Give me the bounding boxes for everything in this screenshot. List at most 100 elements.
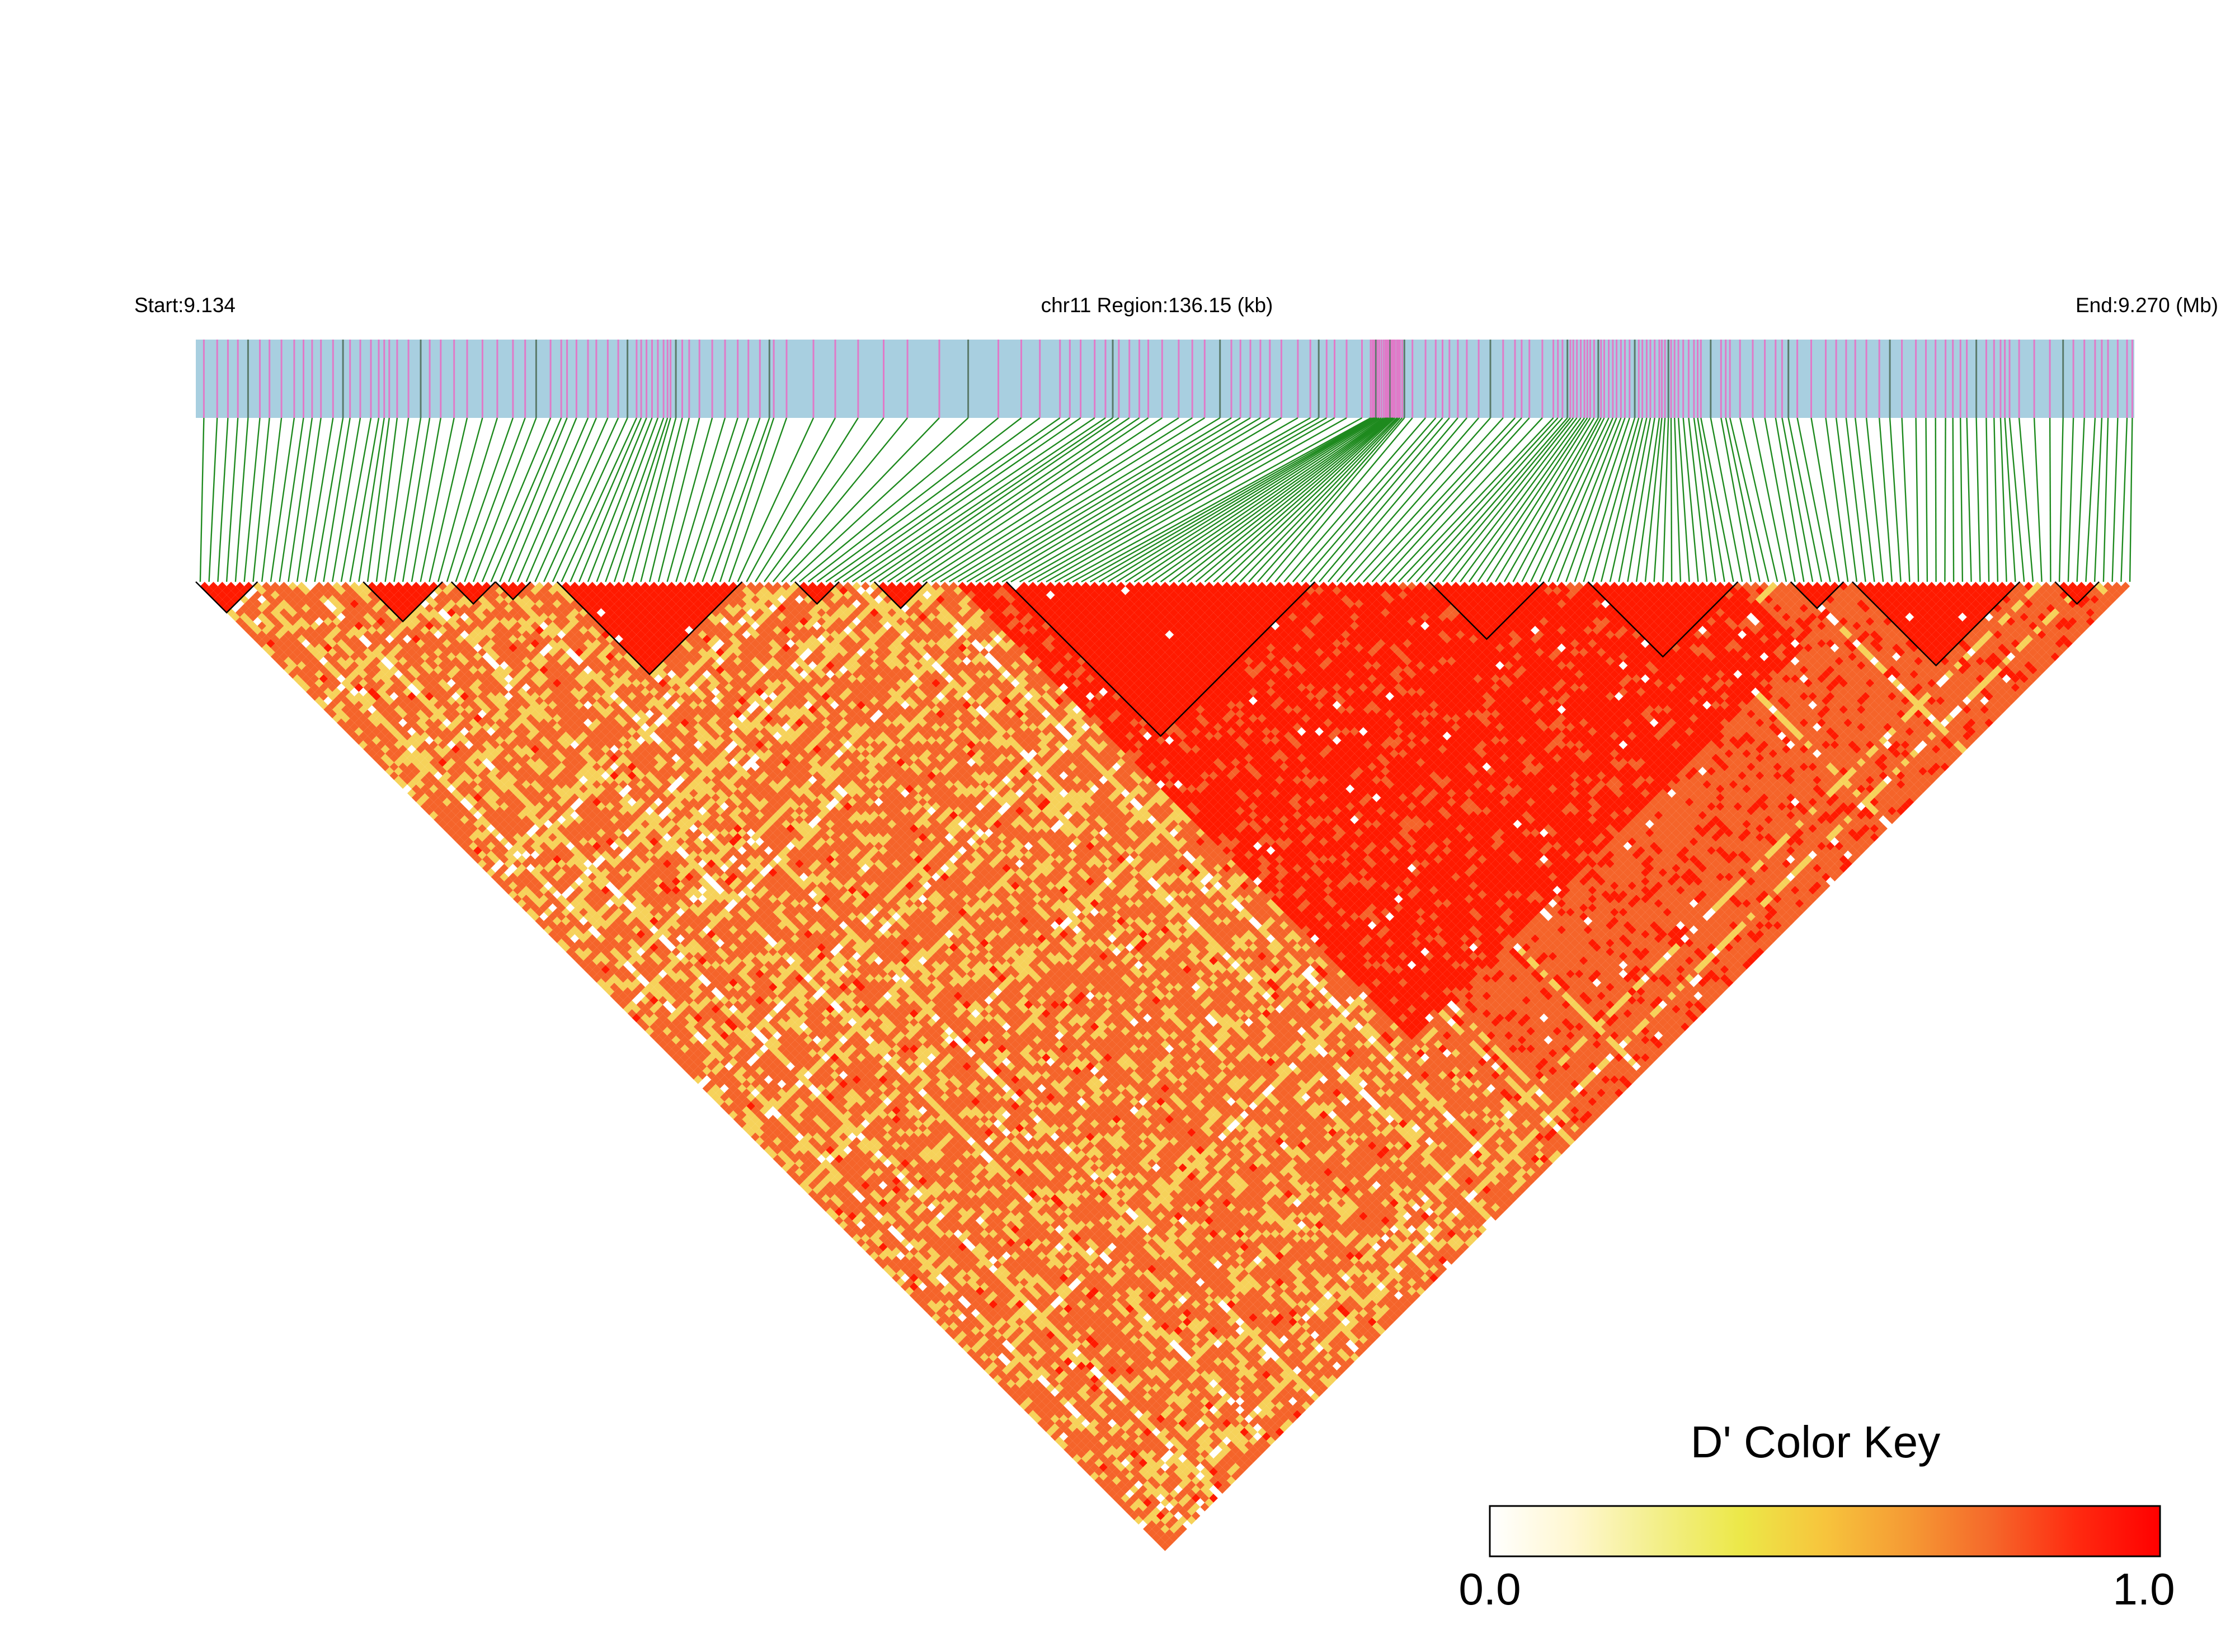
ld-pair-cell xyxy=(403,749,412,758)
ld-pair-cell xyxy=(984,1348,994,1357)
ld-pair-cell xyxy=(575,912,584,921)
gene-track-band xyxy=(196,340,2134,418)
ld-pair-cell xyxy=(636,1009,646,1018)
ld-pair-cell xyxy=(561,899,571,908)
ld-pair-cell xyxy=(262,625,271,635)
ld-pair-cell xyxy=(372,718,381,727)
snp-connector-line xyxy=(1257,417,1403,582)
ld-pair-cell xyxy=(288,652,298,661)
ld-pair-cell xyxy=(989,1361,998,1371)
ld-pair-cell xyxy=(733,1106,742,1115)
ld-pair-cell xyxy=(680,1044,689,1053)
ld-pair-cell xyxy=(257,639,266,648)
ld-pair-cell xyxy=(698,1062,707,1071)
ld-pair-cell xyxy=(605,952,615,961)
ld-pair-cell xyxy=(614,961,623,969)
ld-pair-cell xyxy=(993,1366,1003,1375)
ld-pair-cell xyxy=(376,758,385,767)
ld-pair-cell xyxy=(372,709,381,719)
ld-pair-cell xyxy=(1006,1388,1015,1397)
ld-pair-cell xyxy=(821,1185,830,1194)
snp-connector-line xyxy=(1028,417,1319,583)
ld-pair-cell xyxy=(570,952,580,961)
ld-pair-cell xyxy=(293,665,302,675)
snp-connector-line xyxy=(1310,417,1450,582)
ld-pair-cell xyxy=(989,1344,998,1353)
ld-pair-cell xyxy=(803,1150,813,1159)
snp-connector-line xyxy=(1363,417,1516,582)
snp-connector-line xyxy=(1674,417,1682,582)
ld-pair-cell xyxy=(803,1176,813,1185)
ld-pair-cell xyxy=(385,758,394,767)
snp-connector-line xyxy=(279,417,304,582)
ld-pair-cell xyxy=(262,617,271,626)
ld-pair-cell xyxy=(760,1141,769,1150)
ld-pair-cell xyxy=(878,1234,888,1243)
snp-connector-line xyxy=(1222,417,1396,582)
ld-pair-cell xyxy=(262,599,271,609)
ld-pair-cell xyxy=(619,973,628,983)
ld-pair-cell xyxy=(1090,1471,1099,1481)
ld-pair-cell xyxy=(275,621,284,630)
ld-pair-cell xyxy=(464,802,474,811)
ld-pair-cell xyxy=(773,1146,782,1155)
snp-connector-line xyxy=(2129,417,2133,582)
ld-pair-cell xyxy=(1042,1396,1051,1406)
ld-pair-cell xyxy=(1085,1441,1095,1450)
ld-pair-cell xyxy=(760,1114,769,1124)
ld-pair-cell xyxy=(786,1159,795,1168)
snp-connector-line xyxy=(1565,417,1626,582)
ld-pair-cell xyxy=(337,718,346,727)
ld-pair-cell xyxy=(931,1295,940,1305)
ld-pair-cell xyxy=(962,1317,971,1326)
ld-pair-cell xyxy=(257,621,266,630)
snp-connector-line xyxy=(1063,417,1363,583)
ld-pair-cell xyxy=(658,996,667,1005)
ld-pair-cell xyxy=(310,656,319,666)
ld-pair-cell xyxy=(909,1291,919,1300)
ld-pair-cell xyxy=(1147,1529,1156,1538)
ld-pair-cell xyxy=(662,1036,672,1044)
ld-pair-cell xyxy=(693,1040,703,1049)
ld-pair-cell xyxy=(671,1009,681,1018)
ld-pair-cell xyxy=(557,895,566,903)
ld-pair-cell xyxy=(610,965,619,974)
ld-pair-cell xyxy=(623,987,632,996)
ld-pair-cell xyxy=(509,846,517,855)
ld-pair-cell xyxy=(323,670,333,679)
ld-pair-cell xyxy=(975,1330,985,1340)
ld-pair-cell xyxy=(654,1009,663,1018)
ld-pair-cell xyxy=(557,912,566,921)
ld-pair-cell xyxy=(967,1322,976,1331)
ld-pair-cell xyxy=(1125,1507,1135,1516)
ld-pair-cell xyxy=(305,643,315,652)
ld-pair-cell xyxy=(376,740,385,750)
ld-pair-cell xyxy=(1099,1445,1108,1455)
ld-pair-cell xyxy=(1072,1436,1081,1446)
ld-pair-cell xyxy=(887,1260,897,1269)
ld-pair-cell xyxy=(857,1238,865,1248)
ld-pair-cell xyxy=(834,1216,844,1225)
snp-connector-line xyxy=(1354,417,1504,582)
ld-pair-cell xyxy=(971,1344,980,1353)
ld-pair-cell xyxy=(509,864,517,873)
snp-connector-line xyxy=(1901,417,1911,582)
ld-pair-cell xyxy=(438,811,447,820)
snp-connector-line xyxy=(684,417,738,582)
ld-pair-cell xyxy=(707,1079,716,1089)
ld-pair-cell xyxy=(971,1335,980,1344)
ld-pair-cell xyxy=(434,789,443,798)
ld-pair-cell xyxy=(380,736,390,745)
ld-pair-cell xyxy=(997,1344,1006,1353)
ld-pair-cell xyxy=(689,1062,698,1071)
snp-connector-line xyxy=(1442,417,1574,582)
ld-pair-cell xyxy=(455,802,465,811)
ld-pair-cell xyxy=(958,1330,967,1340)
ld-pair-cell xyxy=(434,815,443,825)
ld-pair-cell xyxy=(332,696,341,705)
ld-pair-cell xyxy=(270,617,280,626)
snp-connector-line xyxy=(896,417,1140,582)
ld-pair-cell xyxy=(293,639,302,648)
snp-connector-line xyxy=(825,417,1061,582)
ld-pair-cell xyxy=(918,1273,928,1283)
